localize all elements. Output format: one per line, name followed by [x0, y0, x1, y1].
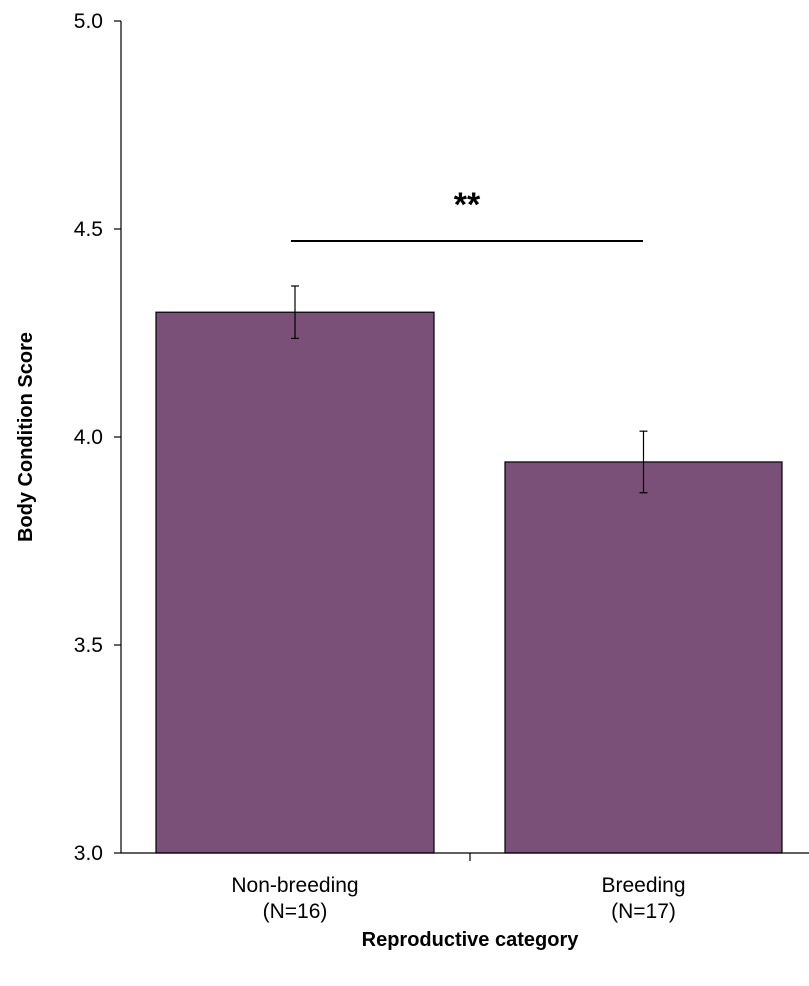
- y-tick-label: 4.5: [74, 218, 103, 241]
- category-sample-size: (N=17): [611, 900, 676, 923]
- category-label: Breeding: [601, 874, 685, 897]
- error-bars: [291, 285, 648, 494]
- significance-label: **: [454, 186, 481, 224]
- y-tick-label: 4.0: [74, 426, 103, 449]
- bar: [504, 461, 783, 854]
- category-label: Non-breeding: [231, 874, 358, 897]
- category-sample-size: (N=16): [263, 900, 328, 923]
- x-axis-categories: Non-breeding (N=16) Breeding (N=17): [231, 874, 685, 923]
- x-axis-title: Reproductive category: [362, 929, 580, 951]
- y-tick-label: 5.0: [74, 10, 103, 33]
- y-axis-ticks: 3.0 3.5 4.0 4.5 5.0: [74, 10, 121, 865]
- y-tick-label: 3.5: [74, 634, 103, 657]
- bar: [155, 311, 435, 854]
- y-tick-label: 3.0: [74, 842, 103, 865]
- bars: [155, 311, 783, 854]
- y-axis-title: Body Condition Score: [15, 332, 37, 542]
